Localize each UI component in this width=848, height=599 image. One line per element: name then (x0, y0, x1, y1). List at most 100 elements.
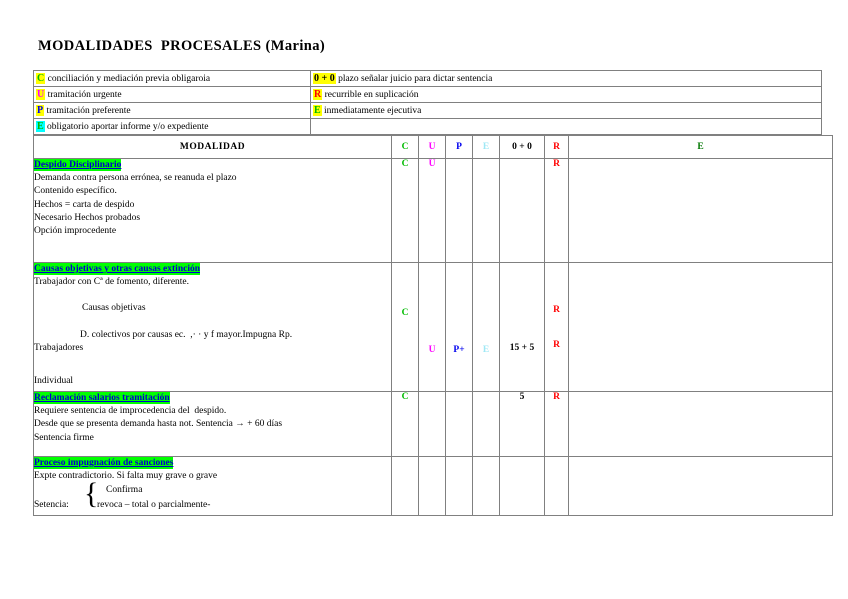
legend-row: P tramitación preferente E inmediatament… (33, 102, 822, 119)
table-row: Despido Disciplinario Demanda contra per… (33, 158, 833, 263)
mark-p (445, 391, 473, 457)
mark-last (568, 456, 833, 516)
mark-plazo (499, 456, 545, 516)
brace-icon: { (84, 477, 99, 511)
legend-code-c: C (36, 72, 46, 84)
mark-last (568, 391, 833, 457)
detail-line: Causas objetivas (82, 303, 146, 314)
detail-line: Trabajador con Cª de fomento, diferente. (34, 277, 190, 288)
legend-cell-left: C conciliación y mediación previa obliga… (33, 70, 311, 87)
sentencia-brace-block: Setencia: { Confirma revoca – total o pa… (34, 479, 391, 513)
mark-plazo (499, 158, 545, 263)
mark-r: R (544, 391, 569, 457)
mark-r-second: R (553, 340, 560, 350)
header-c: C (391, 135, 419, 159)
header-r: R (544, 135, 569, 159)
mark-r (544, 456, 569, 516)
mark-u: U (418, 158, 446, 263)
spacer (35, 355, 391, 368)
legend-row: E obligatorio aportar informe y/o expedi… (33, 118, 822, 135)
table-row: Causas objetivas y otras causas extinció… (33, 262, 833, 392)
spacer (35, 368, 391, 375)
section-title: Despido Disciplinario (34, 159, 122, 171)
page-title: MODALIDADES PROCESALES (Marina) (38, 38, 326, 54)
legend-code-plazo: 0 + 0 (313, 72, 336, 84)
mark-e (472, 456, 500, 516)
detail-line: D. colectivos por causas ec. ,· · y f ma… (80, 329, 293, 340)
legend-cell-right-empty (310, 118, 822, 135)
legend-cell-left: U tramitación urgente (33, 86, 311, 103)
sentencia-label: Setencia: (34, 500, 69, 511)
section-title: Causas objetivas y otras causas extinció… (34, 263, 200, 275)
row-modalidad-causas-objetivas: Causas objetivas y otras causas extinció… (33, 262, 392, 392)
legend-text-e-ejecutiva: inmediatamente ejecutiva (324, 105, 422, 116)
detail-line: Hechos = carta de despido (34, 199, 135, 210)
legend-code-p: P (36, 104, 45, 116)
spacer (35, 289, 391, 302)
legend-code-r: R (313, 88, 323, 100)
mark-e: E (472, 262, 500, 392)
mark-c (391, 456, 419, 516)
legend-cell-left: P tramitación preferente (33, 102, 311, 119)
legend-text-c: conciliación y mediación previa obligaro… (47, 73, 211, 84)
legend-code-e-ejecutiva: E (313, 104, 322, 116)
mark-u: U (418, 262, 446, 392)
legend-code-e-informe: E (36, 120, 45, 132)
spacer (546, 264, 568, 306)
legend-row: U tramitación urgente R recurrible en su… (33, 86, 822, 103)
detail-line: Opción improcedente (34, 226, 117, 237)
header-p: P (445, 135, 473, 159)
row-modalidad-reclamacion-salarios: Reclamación salarios tramitación Requier… (33, 391, 392, 457)
detail-line: Desde que se presenta demanda hasta not.… (34, 419, 283, 430)
legend-text-plazo: plazo señalar juicio para dictar sentenc… (338, 73, 493, 84)
legend-table: C conciliación y mediación previa obliga… (33, 70, 822, 135)
detail-line: Necesario Hechos probados (34, 212, 141, 223)
mark-p (445, 158, 473, 263)
mark-e (472, 391, 500, 457)
mark-u (418, 456, 446, 516)
detail-line: Sentencia firme (34, 432, 94, 443)
header-modalidad: MODALIDAD (33, 135, 392, 159)
mark-c: C (391, 391, 419, 457)
detail-line: Requiere sentencia de improcedencia del … (34, 406, 227, 417)
mark-plazo: 15 + 5 (499, 262, 545, 392)
table-row: Proceso impugnación de sanciones Expte c… (33, 456, 833, 516)
legend-text-r: recurrible en suplicación (324, 89, 419, 100)
legend-code-u: U (36, 88, 46, 100)
mark-p (445, 456, 473, 516)
mark-u (418, 391, 446, 457)
detail-line: Individual (34, 376, 74, 387)
header-plazo: 0 + 0 (499, 135, 545, 159)
mark-c: C (391, 262, 419, 392)
modalidades-table: MODALIDAD C U P E 0 + 0 R E Despido Disc… (33, 135, 833, 516)
legend-text-p: tramitación preferente (46, 105, 131, 116)
detail-line: Expte contradictorio. Si falta muy grave… (34, 471, 218, 482)
row-modalidad-despido: Despido Disciplinario Demanda contra per… (33, 158, 392, 263)
mark-last (568, 262, 833, 392)
detail-line: Demanda contra persona errónea, se reanu… (34, 173, 237, 184)
detail-line: Confirma (106, 485, 143, 496)
section-title: Reclamación salarios tramitación (34, 392, 170, 404)
legend-row: C conciliación y mediación previa obliga… (33, 70, 822, 87)
spacer (546, 315, 568, 340)
detail-line: Trabajadores (34, 342, 84, 353)
legend-cell-left: E obligatorio aportar informe y/o expedi… (33, 118, 311, 135)
mark-e (472, 158, 500, 263)
row-modalidad-impugnacion-sanciones: Proceso impugnación de sanciones Expte c… (33, 456, 392, 516)
mark-c: C (391, 158, 419, 263)
mark-r: R (544, 158, 569, 263)
header-e: E (472, 135, 500, 159)
table-header-row: MODALIDAD C U P E 0 + 0 R E (33, 135, 833, 159)
mark-r-group: R R (544, 262, 569, 392)
spacer (35, 316, 391, 329)
header-u: U (418, 135, 446, 159)
legend-text-e-informe: obligatorio aportar informe y/o expedien… (47, 121, 209, 132)
table-row: Reclamación salarios tramitación Requier… (33, 391, 833, 457)
mark-last (568, 158, 833, 263)
detail-line: Contenido específico. (34, 186, 117, 197)
mark-plazo: 5 (499, 391, 545, 457)
mark-p: P+ (445, 262, 473, 392)
legend-cell-right: R recurrible en suplicación (310, 86, 822, 103)
detail-line: revoca – total o parcialmente- (97, 500, 211, 511)
mark-r: R (553, 305, 560, 315)
